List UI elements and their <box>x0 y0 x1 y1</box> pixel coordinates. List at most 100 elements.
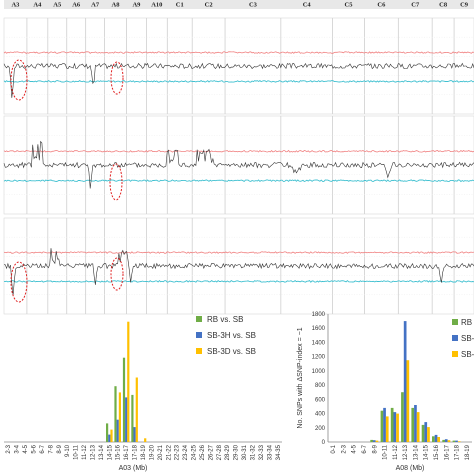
x-tick-label: 30-31 <box>242 444 248 460</box>
x-tick-label: 19-20 <box>149 444 155 460</box>
bar-0-5 <box>380 410 384 442</box>
x-tick-label: 28-29 <box>225 444 231 460</box>
x-tick-label: 16-17 <box>124 444 130 460</box>
x-tick-label: 4-5 <box>23 444 29 453</box>
chrom-label-A8: A8 <box>112 2 121 9</box>
bar-2-8 <box>416 412 420 442</box>
x-tick-label: 29-30 <box>234 444 240 460</box>
x-tick-label: 2-3 <box>6 444 12 453</box>
x-tick-label: 14-15 <box>107 444 113 460</box>
x-tick-label: 34-35 <box>276 444 282 460</box>
x-tick-label: 17-18 <box>133 444 139 460</box>
legend-swatch-1 <box>196 332 202 338</box>
bar-0-15 <box>131 394 134 442</box>
legend-swatch-1 <box>452 335 458 341</box>
x-tick-label: 22-23 <box>175 444 181 460</box>
x-tick-label: 15-16 <box>434 444 440 460</box>
upper-threshold-line <box>3 149 474 153</box>
x-tick-label: 0-1 <box>331 444 337 453</box>
bar-2-9 <box>427 427 430 442</box>
candidate-region-ellipse <box>110 257 124 291</box>
y-tick-label: 600 <box>315 397 326 403</box>
bar-0-7 <box>401 392 404 442</box>
chrom-label-C8: C8 <box>439 2 448 9</box>
legend-swatch-2 <box>452 351 458 357</box>
y-tick-label: 1800 <box>312 312 326 318</box>
y-tick-label: 1000 <box>312 369 326 375</box>
chrom-label-A4: A4 <box>33 2 42 9</box>
chrom-label-C4: C4 <box>303 2 312 9</box>
x-tick-label: 16-17 <box>444 444 450 460</box>
panel-frame <box>3 17 474 115</box>
legend-swatch-0 <box>196 316 202 322</box>
x-tick-label: 10-11 <box>74 444 80 460</box>
x-tick-label: 18-19 <box>465 444 471 460</box>
bar-1-6 <box>393 412 397 442</box>
chrom-label-C5: C5 <box>345 2 354 9</box>
bar-2-12 <box>110 429 113 442</box>
x-tick-label: 13-14 <box>413 444 419 460</box>
x-tick-label: 17-18 <box>455 444 461 460</box>
upper-threshold-line <box>3 51 474 54</box>
x-tick-label: 3-4 <box>15 444 21 453</box>
bar-2-15 <box>135 377 138 442</box>
snp-panel-2 <box>3 115 474 215</box>
delta-snp-index-line <box>3 248 474 296</box>
legend-label-1: SB-3H vs. SB <box>207 331 256 340</box>
bar-2-13 <box>118 392 121 442</box>
lower-threshold-line <box>3 279 474 283</box>
bar-0-11 <box>442 439 445 442</box>
bar-0-6 <box>390 407 394 442</box>
y-axis-title: No. SNPs with ΔSNP-index = −1 <box>297 327 304 428</box>
bar-0-12 <box>106 423 109 442</box>
x-tick-label: 32-33 <box>259 444 265 460</box>
x-tick-label: 14-15 <box>424 444 430 460</box>
candidate-region-ellipse <box>110 61 124 95</box>
y-tick-label: 800 <box>315 383 326 389</box>
snp-panel-3 <box>3 217 474 315</box>
legend-label-2: SB-3D vs. SB <box>207 347 256 356</box>
bar-0-4 <box>370 439 373 442</box>
chrom-label-A3: A3 <box>11 2 20 9</box>
x-tick-label: 9-10 <box>65 444 71 457</box>
panel-frame <box>3 217 474 315</box>
legend-label-1: SB- <box>461 334 474 343</box>
panel-frame <box>3 115 474 215</box>
bar-2-16 <box>144 438 147 442</box>
bar-1-9 <box>424 422 428 442</box>
bar-0-8 <box>411 407 415 442</box>
bar-2-11 <box>447 440 451 442</box>
candidate-region-ellipse <box>109 163 123 201</box>
chrom-label-strip <box>4 0 474 9</box>
bar-2-12 <box>457 441 461 442</box>
bar-1-12 <box>455 440 458 442</box>
bar-2-5 <box>385 416 389 442</box>
chrom-label-C1: C1 <box>176 2 184 9</box>
x-tick-label: 15-16 <box>116 444 122 460</box>
x-tick-label: 11-12 <box>393 444 399 460</box>
bar-1-4 <box>372 440 376 442</box>
x-axis-title: A08 (Mb) <box>396 465 425 472</box>
bar-2-4 <box>375 440 379 442</box>
bar-2-14 <box>127 321 130 442</box>
chrom-label-C2: C2 <box>205 2 213 9</box>
legend-label-2: SB- <box>461 350 474 359</box>
x-tick-label: 33-34 <box>267 444 273 460</box>
bar-1-11 <box>444 439 448 442</box>
chrom-label-A9: A9 <box>132 2 141 9</box>
x-tick-label: 21-22 <box>166 444 172 460</box>
x-tick-label: 5-6 <box>31 444 37 453</box>
bar-0-9 <box>421 424 425 442</box>
y-tick-label: 1200 <box>312 355 326 361</box>
x-tick-label: 18-19 <box>141 444 147 460</box>
x-tick-label: 6-7 <box>40 444 46 453</box>
bar-1-12 <box>108 434 111 442</box>
bar-2-10 <box>437 437 440 442</box>
x-tick-label: 11-12 <box>82 444 88 460</box>
chrom-label-C3: C3 <box>249 2 258 9</box>
x-tick-label: 7-8 <box>48 444 54 453</box>
y-tick-label: 0 <box>322 440 326 446</box>
legend-label-0: RB <box>461 318 472 327</box>
chrom-label-A5: A5 <box>53 2 62 9</box>
